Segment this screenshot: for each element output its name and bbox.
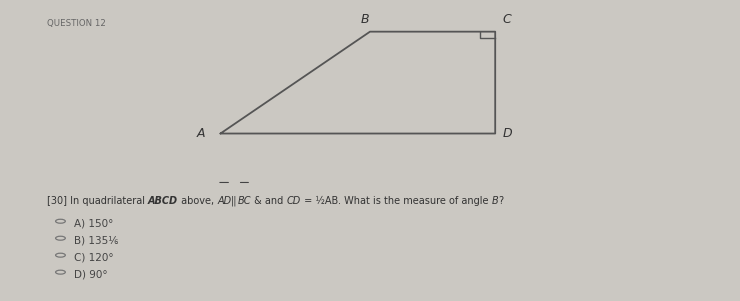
Text: D: D bbox=[503, 127, 513, 140]
Text: QUESTION 12: QUESTION 12 bbox=[47, 19, 105, 28]
Text: CD: CD bbox=[286, 196, 300, 206]
Text: above,: above, bbox=[178, 196, 217, 206]
Text: A: A bbox=[197, 127, 205, 140]
Text: BC: BC bbox=[238, 196, 251, 206]
Text: ?: ? bbox=[499, 196, 503, 206]
Text: B: B bbox=[491, 196, 499, 206]
Text: ABCD: ABCD bbox=[148, 196, 178, 206]
Text: = ½AB: = ½AB bbox=[300, 196, 338, 206]
Text: C) 120°: C) 120° bbox=[74, 252, 114, 262]
Text: A) 150°: A) 150° bbox=[74, 218, 114, 228]
Text: & and: & and bbox=[251, 196, 286, 206]
Text: . What is the measure of angle: . What is the measure of angle bbox=[338, 196, 491, 206]
Text: D) 90°: D) 90° bbox=[74, 269, 108, 279]
Text: [30] In quadrilateral: [30] In quadrilateral bbox=[47, 196, 148, 206]
Text: AD: AD bbox=[217, 196, 231, 206]
Text: C: C bbox=[503, 13, 511, 26]
Text: B) 135⅙: B) 135⅙ bbox=[74, 235, 118, 245]
Text: ||: || bbox=[231, 196, 238, 206]
Text: B: B bbox=[361, 13, 370, 26]
